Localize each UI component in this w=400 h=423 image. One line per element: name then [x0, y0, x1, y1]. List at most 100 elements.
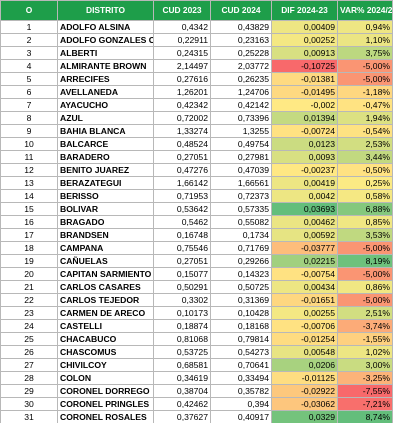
value-cell: 0,71769: [210, 241, 272, 255]
value-cell: 1,26201: [153, 85, 211, 99]
value-cell: 30: [0, 397, 58, 411]
value-cell: 1,94%: [337, 111, 393, 125]
value-cell: -0,03777: [271, 241, 338, 255]
table-row: 9 BAHIA BLANCA 1,33274 1,3255 -0,00724 -0,54%: [0, 124, 393, 138]
value-cell: 0,35782: [210, 384, 272, 398]
district-cell: AYACUCHO: [57, 98, 154, 112]
district-cell: BAHIA BLANCA: [57, 124, 154, 138]
value-cell: 22: [0, 293, 58, 307]
district-cell: COLON: [57, 371, 154, 385]
value-cell: 0,24315: [153, 46, 211, 60]
value-cell: 0,57335: [210, 202, 272, 216]
value-cell: 20: [0, 267, 58, 281]
district-cell: CAÑUELAS: [57, 254, 154, 268]
value-cell: 0,18874: [153, 319, 211, 333]
district-cell: CHACABUCO: [57, 332, 154, 346]
value-cell: 0,79814: [210, 332, 272, 346]
value-cell: -5,00%: [337, 241, 393, 255]
table-row: 20 CAPITAN SARMIENTO 0,15077 0,14323 -0,0075…: [0, 267, 393, 281]
header-cell: CUD 2023: [153, 0, 211, 21]
value-cell: 0,81068: [153, 332, 211, 346]
district-cell: CHIVILCOY: [57, 358, 154, 372]
value-cell: 0,03693: [271, 202, 338, 216]
value-cell: 0,27051: [153, 150, 211, 164]
table-row: 26 CHASCOMUS 0,53725 0,54273 0,00548 1,02%: [0, 345, 393, 359]
table-body: 1 ADOLFO ALSINA 0,4342 0,43829 0,00409 0,94% 2…: [0, 20, 393, 423]
value-cell: -0,01651: [271, 293, 338, 307]
value-cell: 4: [0, 59, 58, 73]
district-cell: CAMPANA: [57, 241, 154, 255]
value-cell: 9: [0, 124, 58, 138]
value-cell: 3,44%: [337, 150, 393, 164]
district-cell: ALMIRANTE BROWN: [57, 59, 154, 73]
value-cell: 8,19%: [337, 254, 393, 268]
value-cell: 0,42342: [153, 98, 211, 112]
value-cell: 0,00462: [271, 215, 338, 229]
value-cell: 0,55082: [210, 215, 272, 229]
value-cell: 27: [0, 358, 58, 372]
district-cell: BRANDSEN: [57, 228, 154, 242]
value-cell: 25: [0, 332, 58, 346]
value-cell: 0,10428: [210, 306, 272, 320]
table-row: 30 CORONEL PRINGLES 0,42462 0,394 -0,03062 -7…: [0, 397, 393, 411]
district-cell: BALCARCE: [57, 137, 154, 151]
value-cell: 0,10173: [153, 306, 211, 320]
value-cell: 0,02215: [271, 254, 338, 268]
value-cell: 0,75546: [153, 241, 211, 255]
value-cell: 0,72002: [153, 111, 211, 125]
district-cell: BERISSO: [57, 189, 154, 203]
table-row: 3 ALBERTI 0,24315 0,25228 0,00913 3,75%: [0, 46, 393, 60]
value-cell: 0,40917: [210, 410, 272, 423]
value-cell: 1: [0, 20, 58, 34]
value-cell: 10: [0, 137, 58, 151]
value-cell: 0,00913: [271, 46, 338, 60]
value-cell: 14: [0, 189, 58, 203]
district-cell: CORONEL DORREGO: [57, 384, 154, 398]
value-cell: -5,00%: [337, 293, 393, 307]
district-cell: CARMEN DE ARECO: [57, 306, 154, 320]
value-cell: 26: [0, 345, 58, 359]
table-row: 14 BERISSO 0,71953 0,72373 0,0042 0,58%: [0, 189, 393, 203]
district-cell: CHASCOMUS: [57, 345, 154, 359]
value-cell: 1,66561: [210, 176, 272, 190]
value-cell: 0,94%: [337, 20, 393, 34]
value-cell: -5,00%: [337, 72, 393, 86]
header-cell: CUD 2024: [210, 0, 272, 21]
value-cell: 0,22911: [153, 33, 211, 47]
value-cell: 15: [0, 202, 58, 216]
value-cell: 0,53725: [153, 345, 211, 359]
value-cell: 6: [0, 85, 58, 99]
value-cell: -7,21%: [337, 397, 393, 411]
value-cell: 0,25228: [210, 46, 272, 60]
value-cell: 0,71953: [153, 189, 211, 203]
district-cell: BERAZATEGUI: [57, 176, 154, 190]
table-row: 27 CHIVILCOY 0,68581 0,70641 0,0206 3,00%: [0, 358, 393, 372]
value-cell: 13: [0, 176, 58, 190]
value-cell: 0,42142: [210, 98, 272, 112]
value-cell: 1,66142: [153, 176, 211, 190]
value-cell: 0,00252: [271, 33, 338, 47]
header-cell: VAR% 2024/2023: [337, 0, 393, 21]
value-cell: 0,54273: [210, 345, 272, 359]
value-cell: 24: [0, 319, 58, 333]
value-cell: 17: [0, 228, 58, 242]
district-cell: BRAGADO: [57, 215, 154, 229]
value-cell: 0,49754: [210, 137, 272, 151]
header-cell: O: [0, 0, 58, 21]
value-cell: 11: [0, 150, 58, 164]
value-cell: 0,0329: [271, 410, 338, 423]
value-cell: 2,03772: [210, 59, 272, 73]
value-cell: 0,14323: [210, 267, 272, 281]
value-cell: 0,0042: [271, 189, 338, 203]
table-row: 8 AZUL 0,72002 0,73396 0,01394 1,94%: [0, 111, 393, 125]
value-cell: 0,72373: [210, 189, 272, 203]
value-cell: 29: [0, 384, 58, 398]
table-row: 19 CAÑUELAS 0,27051 0,29266 0,02215 8,19%: [0, 254, 393, 268]
value-cell: 0,18168: [210, 319, 272, 333]
value-cell: 0,00409: [271, 20, 338, 34]
value-cell: -0,01495: [271, 85, 338, 99]
value-cell: 2,51%: [337, 306, 393, 320]
value-cell: 0,0206: [271, 358, 338, 372]
value-cell: -0,10725: [271, 59, 338, 73]
